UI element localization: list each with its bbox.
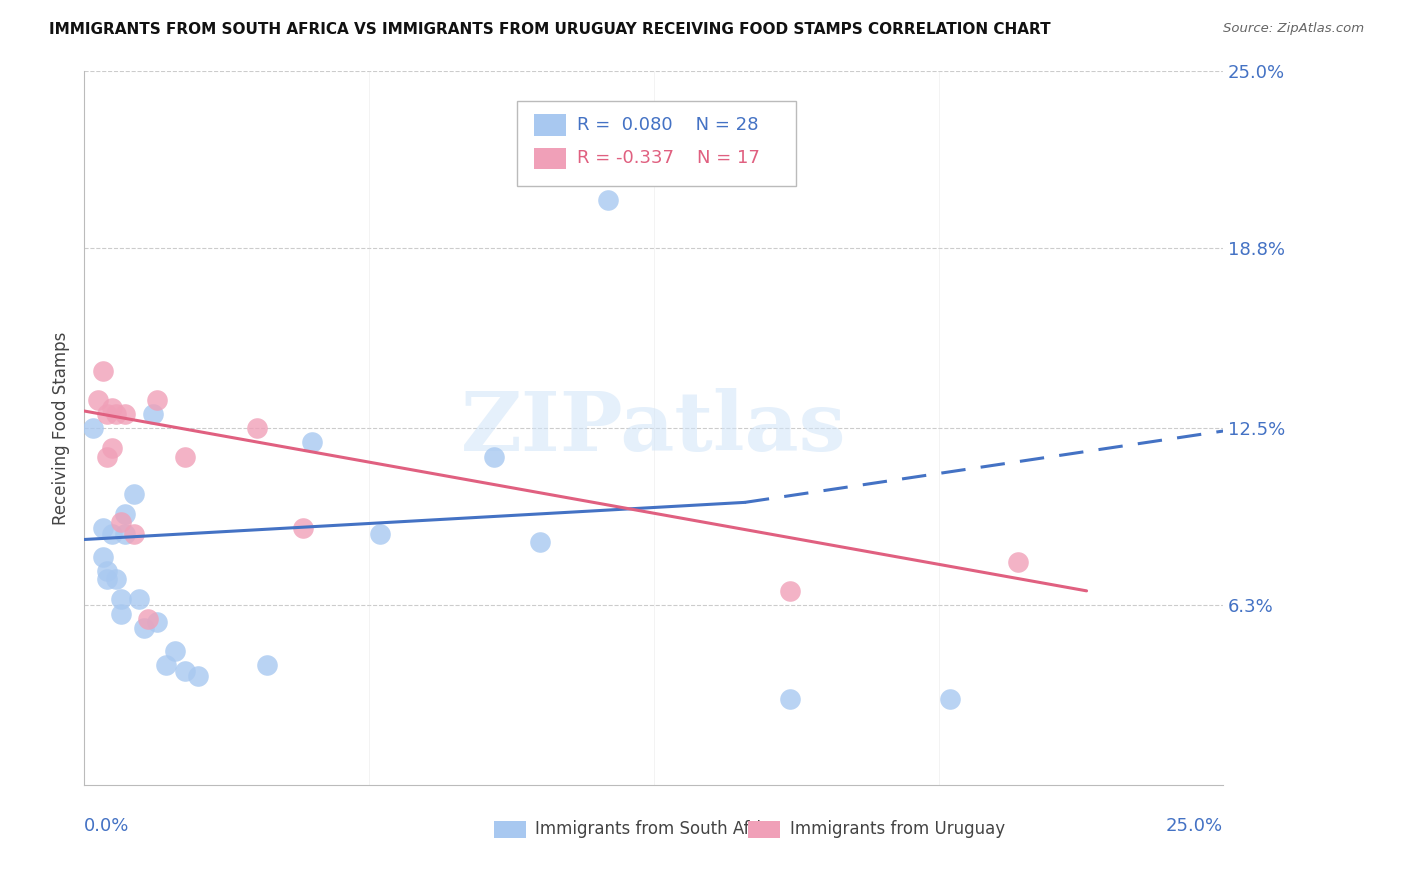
Point: [155, 658, 177, 673]
Point: [96, 407, 118, 421]
Point: [96, 573, 118, 587]
Point: [484, 450, 506, 464]
Point: [91, 364, 114, 378]
FancyBboxPatch shape: [748, 821, 780, 838]
Point: [165, 644, 187, 658]
Text: Immigrants from South Africa: Immigrants from South Africa: [536, 821, 780, 838]
Text: IMMIGRANTS FROM SOUTH AFRICA VS IMMIGRANTS FROM URUGUAY RECEIVING FOOD STAMPS CO: IMMIGRANTS FROM SOUTH AFRICA VS IMMIGRAN…: [49, 22, 1050, 37]
Point: [105, 407, 128, 421]
Point: [187, 669, 209, 683]
Y-axis label: Receiving Food Stamps: Receiving Food Stamps: [52, 332, 70, 524]
Point: [114, 407, 136, 421]
Text: R = -0.337    N = 17: R = -0.337 N = 17: [578, 150, 761, 168]
Point: [529, 535, 551, 549]
Point: [146, 615, 169, 630]
Point: [91, 549, 114, 564]
Point: [779, 583, 801, 598]
Point: [82, 421, 104, 435]
Point: [301, 435, 323, 450]
Point: [114, 526, 136, 541]
Point: [370, 526, 392, 541]
FancyBboxPatch shape: [534, 148, 567, 169]
Point: [173, 664, 195, 678]
Point: [87, 392, 110, 407]
Point: [110, 607, 132, 621]
Point: [142, 407, 165, 421]
Point: [114, 507, 136, 521]
Text: ZIPatlas: ZIPatlas: [461, 388, 846, 468]
Point: [96, 450, 118, 464]
FancyBboxPatch shape: [495, 821, 526, 838]
Point: [100, 441, 122, 455]
Text: Source: ZipAtlas.com: Source: ZipAtlas.com: [1223, 22, 1364, 36]
Text: R =  0.080    N = 28: R = 0.080 N = 28: [578, 116, 759, 134]
Text: 25.0%: 25.0%: [1166, 817, 1223, 835]
Point: [96, 564, 118, 578]
Point: [173, 450, 195, 464]
Point: [1007, 555, 1029, 569]
Point: [132, 621, 155, 635]
Text: 0.0%: 0.0%: [84, 817, 129, 835]
Point: [124, 526, 146, 541]
Point: [124, 487, 146, 501]
Point: [128, 592, 150, 607]
Point: [292, 521, 315, 535]
Point: [246, 421, 269, 435]
Point: [136, 612, 159, 626]
Point: [779, 692, 801, 706]
Point: [110, 516, 132, 530]
Point: [105, 573, 128, 587]
Point: [939, 692, 962, 706]
Point: [100, 526, 122, 541]
Point: [256, 658, 278, 673]
FancyBboxPatch shape: [534, 114, 567, 136]
Point: [146, 392, 169, 407]
Point: [598, 193, 620, 207]
Point: [91, 521, 114, 535]
Point: [110, 592, 132, 607]
FancyBboxPatch shape: [517, 102, 796, 186]
Text: Immigrants from Uruguay: Immigrants from Uruguay: [790, 821, 1005, 838]
Point: [100, 401, 122, 416]
